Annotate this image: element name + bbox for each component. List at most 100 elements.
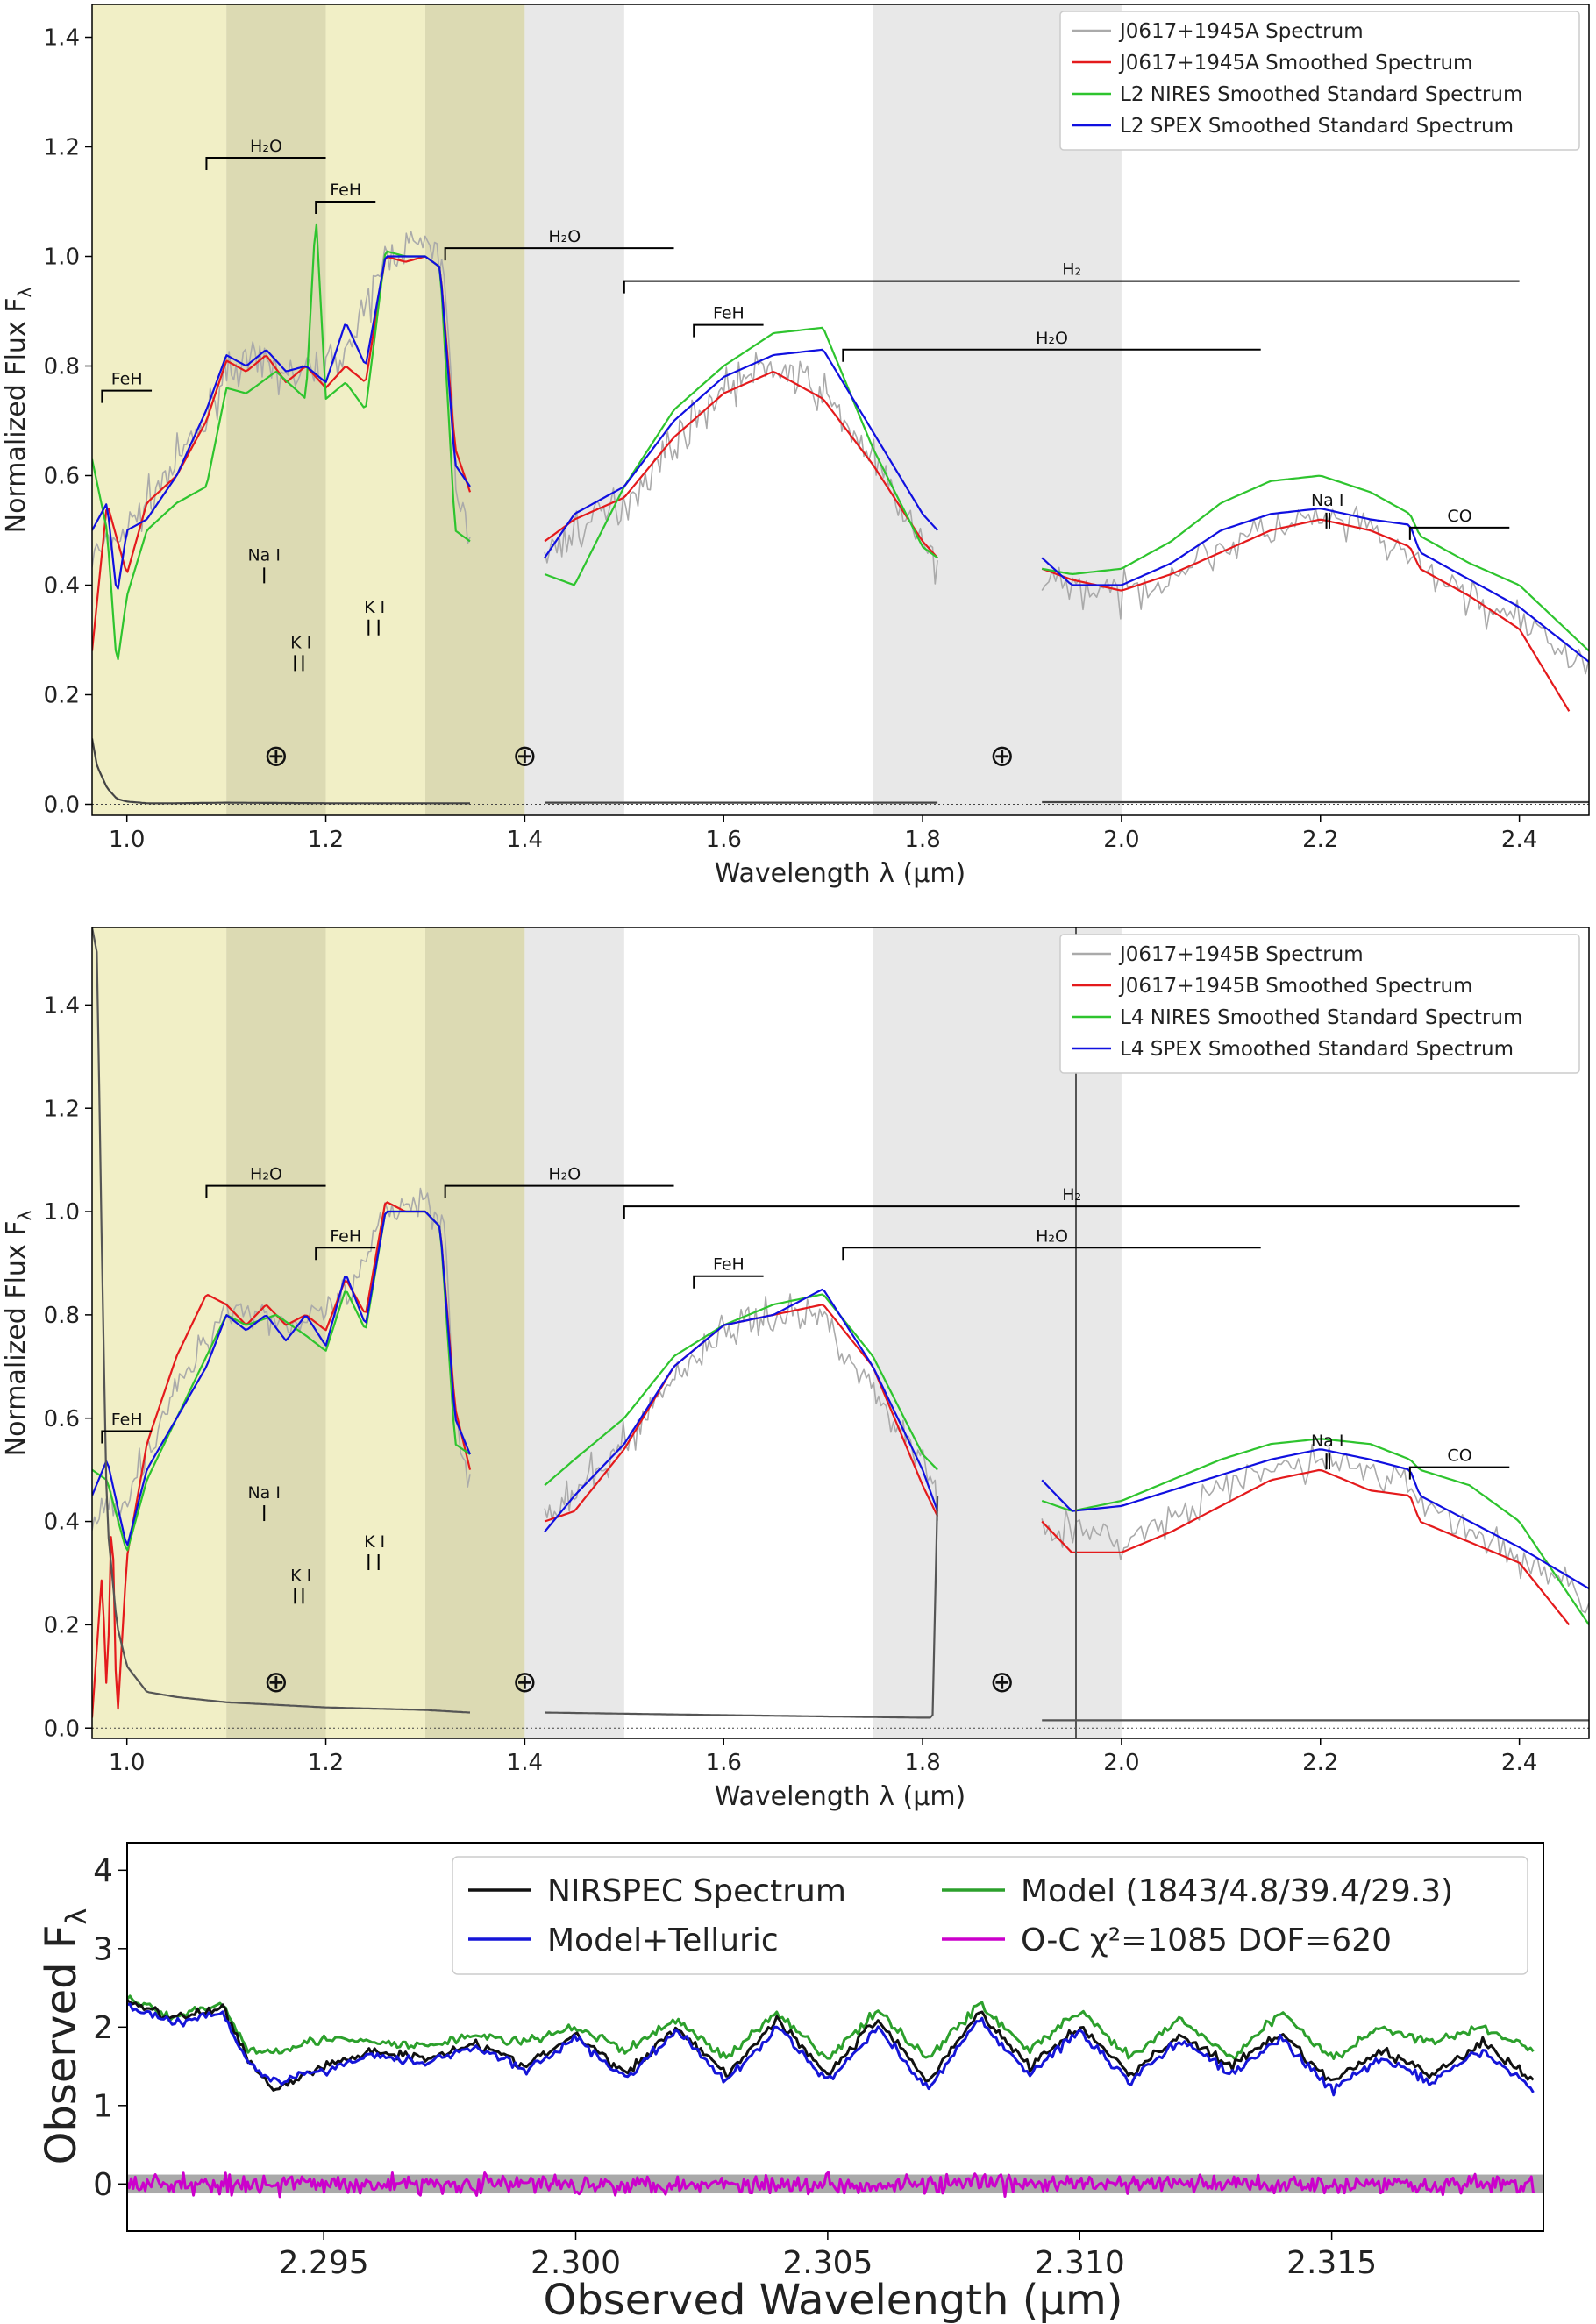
feature-label: FeH (111, 1410, 143, 1429)
series-j0617-1945a-smoothed-spectrum (544, 370, 938, 559)
x-tick-label: 1.0 (109, 827, 145, 853)
feature-bracket (693, 1275, 764, 1289)
line-label: K I (364, 1532, 385, 1552)
y-tick-label: 1.4 (44, 25, 80, 52)
legend: NIRSPEC Spectrum Model (1843/4.8/39.4/29.… (452, 1856, 1528, 1975)
x-tick-label: 1.2 (308, 1750, 344, 1776)
plot-frame (126, 1842, 1544, 2232)
x-axis-label: Wavelength λ (μm) (715, 858, 966, 889)
feature-label: CO (1447, 1446, 1471, 1466)
x-tick-label: 2.2 (1302, 1750, 1338, 1776)
series-j0617-1945b-smoothed-spectrum (1041, 1468, 1571, 1626)
feature-label: H₂O (250, 137, 282, 156)
shaded-band (524, 927, 624, 1738)
series-l4-nires-smoothed-standard-spectrum (1041, 1438, 1589, 1626)
feature-label: H₂ (1062, 1185, 1081, 1205)
y-tick-label: 0 (93, 2167, 113, 2203)
shaded-band (424, 927, 525, 1738)
series-model-telluric (127, 2002, 1535, 2097)
plot-frame (91, 927, 1590, 1739)
feature-label: FeH (330, 1226, 361, 1246)
y-tick-label: 0.0 (44, 792, 80, 819)
feature-bracket (623, 1205, 1520, 1219)
legend-label: L2 NIRES Smoothed Standard Spectrum (1120, 83, 1522, 106)
x-tick-label: 2.315 (1286, 2245, 1377, 2281)
feature-label: H₂O (1036, 329, 1068, 348)
telluric-marker: ⊕ (264, 1665, 289, 1700)
shaded-band (92, 4, 227, 815)
feature-bracket (1408, 526, 1510, 540)
series-j0617-1945b-spectrum (544, 1293, 938, 1521)
y-axis-label: Normalized Flux Fλ (1, 1211, 35, 1457)
y-tick-label: 0.4 (44, 1510, 80, 1536)
y-tick-label: 2 (93, 2010, 113, 2046)
series-j0617-1945b-spectrum (1041, 1444, 1589, 1614)
feature-label: FeH (713, 1255, 745, 1275)
x-tick-label: 1.4 (507, 827, 543, 853)
y-tick-label: 0.6 (44, 464, 80, 490)
y-axis-label-sub: λ (14, 1211, 35, 1221)
y-axis-label: Normalized Flux Fλ (1, 288, 35, 534)
feature-bracket (842, 348, 1261, 362)
legend-label: J0617+1945B Spectrum (1118, 943, 1364, 966)
x-tick-label: 1.4 (507, 1750, 543, 1776)
y-tick-label: 0.0 (44, 1716, 80, 1742)
y-tick-label: 0.2 (44, 683, 80, 709)
feature-bracket (623, 280, 1520, 294)
series-l2-spex-smoothed-standard-spectrum (544, 348, 938, 558)
series-o-c-1085-dof-620 (127, 2171, 1535, 2199)
series-l4-nires-smoothed-standard-spectrum (544, 1293, 938, 1487)
shaded-band (92, 927, 227, 1738)
series-l2-spex-smoothed-standard-spectrum (92, 255, 471, 590)
plot-frame (91, 4, 1590, 816)
legend: J0617+1945B Spectrum J0617+1945B Smoothed… (1059, 934, 1580, 1074)
feature-bracket (315, 201, 376, 214)
y-axis-label-main: Normalized Flux F (1, 298, 32, 534)
x-tick-label: 2.295 (279, 2245, 369, 2281)
x-tick-label: 2.4 (1501, 1750, 1537, 1776)
y-tick-label: 1.2 (44, 1096, 80, 1122)
feature-label: FeH (713, 304, 745, 323)
series-uncertainty (92, 927, 471, 1714)
feature-label: CO (1447, 507, 1471, 526)
series-uncertainty (545, 1496, 939, 1719)
line-label: K I (364, 598, 385, 617)
x-axis-label: Wavelength λ (μm) (715, 1781, 966, 1812)
line-label: K I (290, 633, 311, 652)
feature-label: H₂O (1036, 1226, 1068, 1246)
line-label: Na I (247, 545, 281, 565)
telluric-marker: ⊕ (990, 1665, 1015, 1700)
x-tick-label: 1.6 (706, 1750, 742, 1776)
feature-label: FeH (111, 370, 143, 389)
line-label: Na I (247, 1483, 281, 1503)
x-tick-label: 1.0 (109, 1750, 145, 1776)
feature-bracket (101, 1430, 153, 1444)
legend-label: L4 SPEX Smoothed Standard Spectrum (1120, 1038, 1514, 1061)
feature-label: H₂O (548, 227, 581, 246)
line-label: Na I (1311, 491, 1344, 510)
series-l4-spex-smoothed-standard-spectrum (92, 1210, 472, 1546)
legend-box (1059, 934, 1580, 1074)
y-tick-label: 1.2 (44, 135, 80, 161)
y-tick-label: 1 (93, 2088, 113, 2124)
legend-label: NIRSPEC Spectrum (547, 1873, 846, 1909)
shaded-band (226, 927, 326, 1738)
feature-bracket (842, 1247, 1261, 1261)
feature-label: H₂O (250, 1165, 282, 1184)
legend-label: L2 SPEX Smoothed Standard Spectrum (1120, 115, 1514, 138)
legend-label: Model (1843/4.8/39.4/29.3) (1021, 1873, 1453, 1909)
series-j0617-1945b-spectrum (92, 1187, 471, 1532)
shaded-band (524, 4, 624, 815)
series-model-1843-4-8-39-4-29-3 (127, 1994, 1535, 2061)
x-tick-label: 2.310 (1035, 2245, 1125, 2281)
legend-label: L4 NIRES Smoothed Standard Spectrum (1120, 1006, 1522, 1029)
telluric-marker: ⊕ (512, 738, 538, 773)
y-tick-label: 0.8 (44, 1303, 80, 1329)
x-tick-label: 2.4 (1501, 827, 1537, 853)
legend-label: O-C χ²=1085 DOF=620 (1021, 1922, 1392, 1958)
feature-label: H₂O (548, 1165, 581, 1184)
feature-label: H₂ (1062, 260, 1081, 280)
